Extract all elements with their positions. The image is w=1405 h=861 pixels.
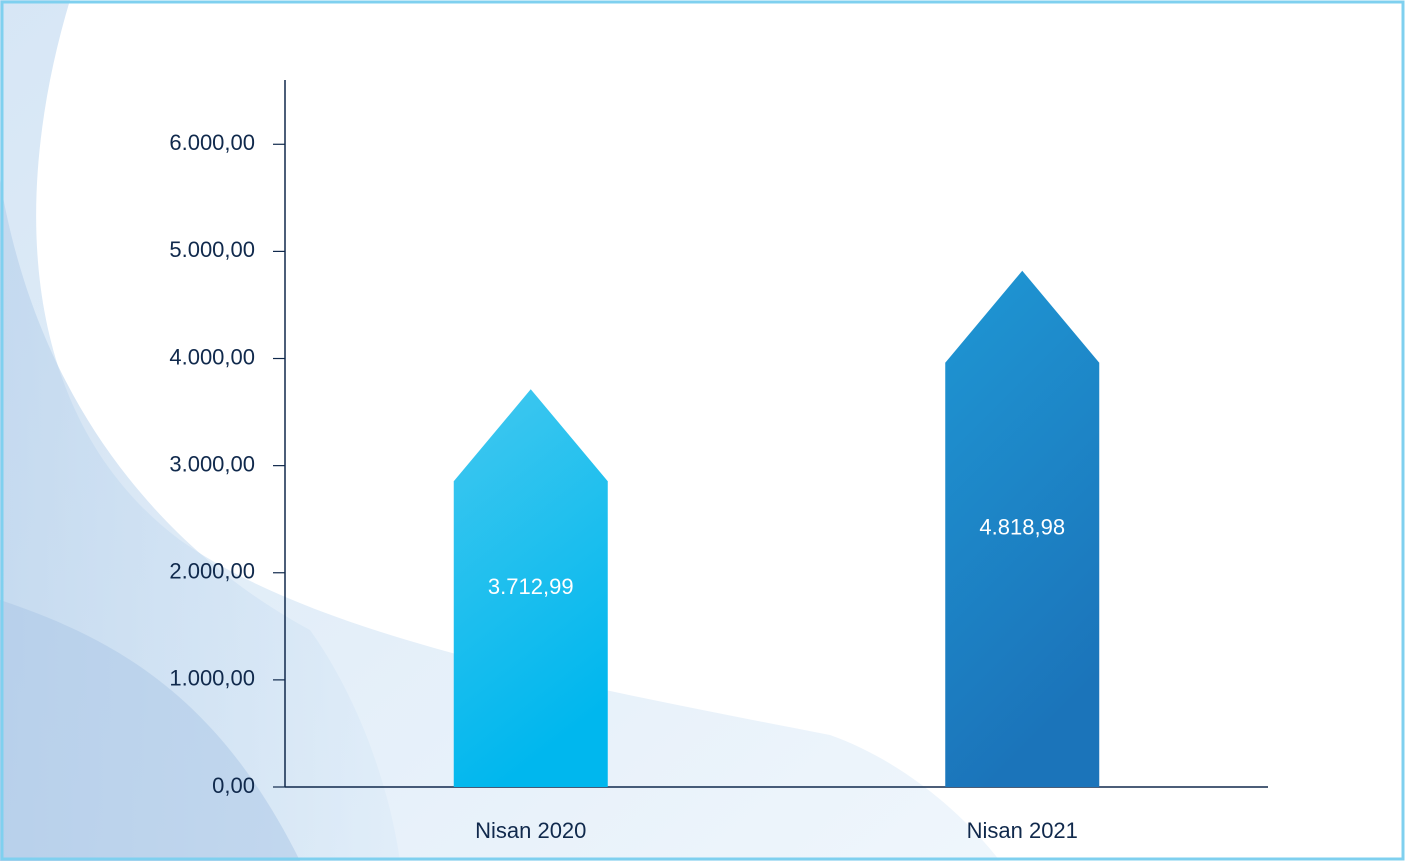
bar [453, 389, 608, 787]
y-tick-label: 6.000,00 [169, 130, 255, 155]
value-label: 4.818,98 [979, 515, 1065, 540]
y-tick-label: 5.000,00 [169, 237, 255, 262]
x-tick-label: Nisan 2020 [475, 818, 586, 843]
decor-swoosh [0, 600, 300, 861]
bar [945, 270, 1100, 787]
y-tick-label: 4.000,00 [169, 344, 255, 369]
x-tick-label: Nisan 2021 [967, 818, 1078, 843]
y-tick-label: 3.000,00 [169, 451, 255, 476]
y-tick-label: 2.000,00 [169, 559, 255, 584]
value-label: 3.712,99 [488, 574, 574, 599]
y-tick-label: 1.000,00 [169, 666, 255, 691]
y-tick-label: 0,00 [212, 773, 255, 798]
